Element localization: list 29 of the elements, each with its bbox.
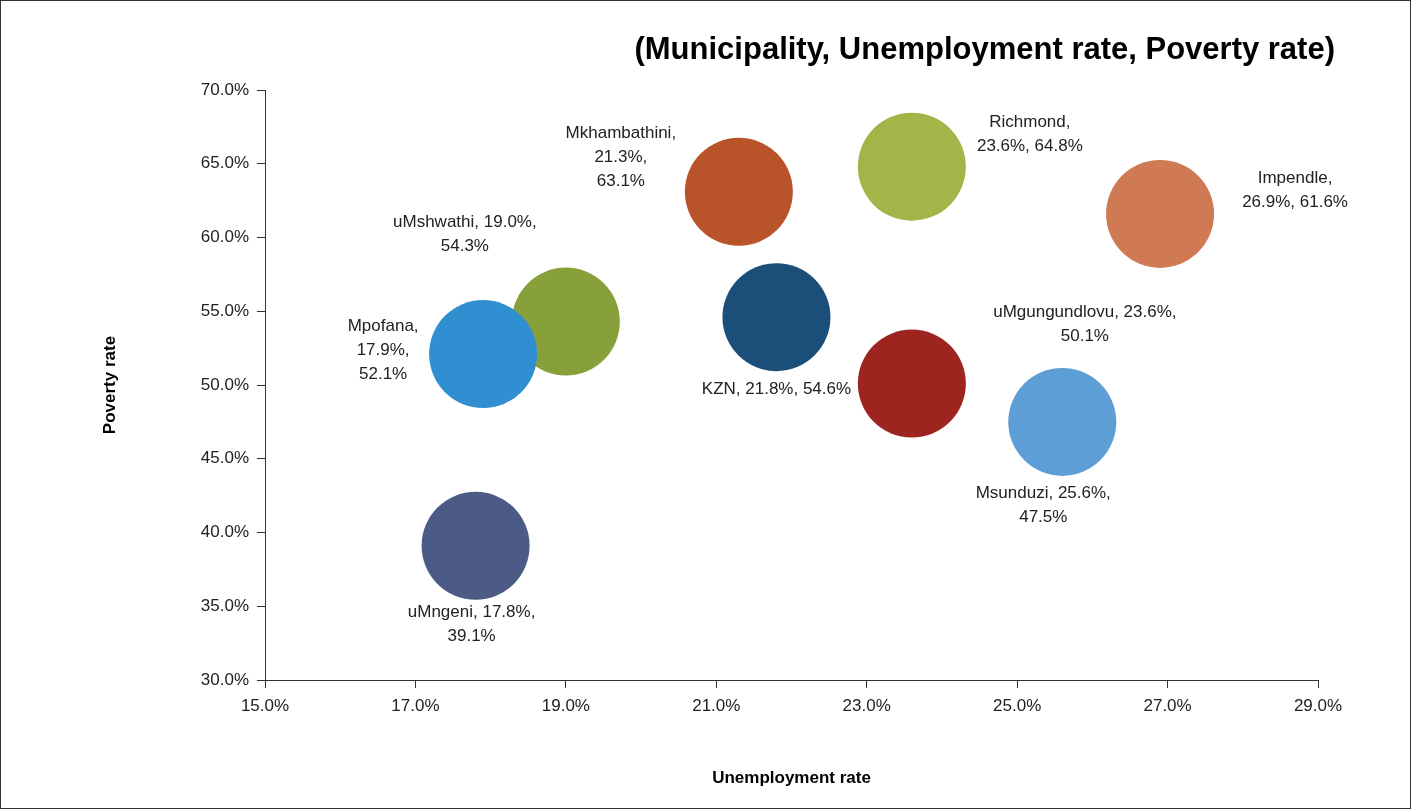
y-tick-label: 60.0% — [200, 227, 249, 247]
x-tick-label: 29.0% — [1293, 695, 1343, 715]
x-tick-label: 21.0% — [692, 695, 741, 715]
y-tick-label: 70.0% — [200, 79, 249, 99]
x-tick-label: 27.0% — [1143, 695, 1192, 715]
y-tick-label: 50.0% — [200, 374, 249, 394]
data-label: Impendle, 26.9%, 61.6% — [1242, 167, 1348, 211]
y-tick-label: 35.0% — [200, 595, 249, 615]
data-label: Mkhambathini, 21.3%, 63.1% — [565, 123, 677, 191]
y-tick-label: 45.0% — [200, 448, 249, 468]
y-tick-label: 40.0% — [200, 522, 249, 542]
x-tick-label: 23.0% — [842, 695, 891, 715]
x-tick-label: 15.0% — [240, 695, 290, 715]
y-tick-label: 55.0% — [200, 300, 249, 320]
x-axis-title: Unemployment rate — [712, 768, 871, 788]
y-axis-title: Poverty rate — [99, 335, 119, 435]
data-label: uMshwathi, 19.0%, 54.3% — [393, 212, 537, 256]
data-label: Msunduzi, 25.6%, 47.5% — [975, 482, 1111, 526]
data-label: uMgungundlovu, 23.6%, 50.1% — [993, 302, 1177, 346]
data-label: KZN, 21.8%, 54.6% — [701, 378, 852, 398]
chart-title: (Municipality, Unemployment rate, Poverty rate) — [634, 30, 1335, 66]
x-tick-label: 17.0% — [391, 695, 440, 715]
x-tick-label: 25.0% — [993, 695, 1042, 715]
data-label: Mpofana, 17.9%, 52.1% — [347, 315, 419, 383]
y-tick-label: 65.0% — [200, 153, 249, 173]
x-tick-label: 19.0% — [541, 695, 590, 715]
y-tick-label: 30.0% — [200, 669, 249, 689]
data-label: Richmond, 23.6%, 64.8% — [976, 112, 1083, 156]
data-label: uMngeni, 17.8%, 39.1% — [407, 602, 536, 646]
